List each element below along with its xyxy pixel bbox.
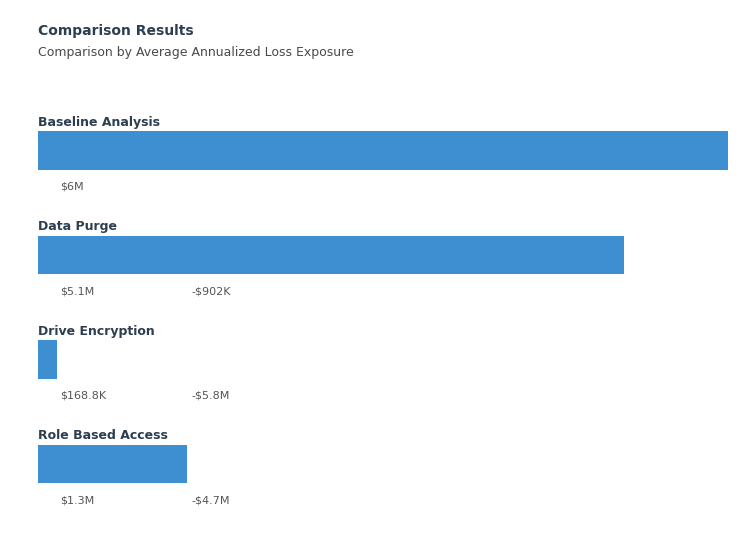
FancyBboxPatch shape — [38, 236, 624, 274]
FancyBboxPatch shape — [38, 131, 728, 170]
Text: Drive Encryption: Drive Encryption — [38, 325, 154, 338]
Text: $5.1M: $5.1M — [60, 286, 94, 296]
Text: Baseline Analysis: Baseline Analysis — [38, 116, 160, 129]
Text: -$5.8M: -$5.8M — [191, 391, 230, 401]
Text: Role Based Access: Role Based Access — [38, 429, 167, 442]
Text: Comparison Results: Comparison Results — [38, 24, 194, 38]
Text: -$902K: -$902K — [191, 286, 231, 296]
FancyBboxPatch shape — [38, 445, 187, 483]
Text: $1.3M: $1.3M — [60, 495, 94, 505]
Text: -$4.7M: -$4.7M — [191, 495, 230, 505]
FancyBboxPatch shape — [38, 340, 57, 379]
Text: Data Purge: Data Purge — [38, 220, 116, 233]
Text: $6M: $6M — [60, 182, 84, 192]
Text: Comparison by Average Annualized Loss Exposure: Comparison by Average Annualized Loss Ex… — [38, 46, 353, 58]
Text: $168.8K: $168.8K — [60, 391, 106, 401]
